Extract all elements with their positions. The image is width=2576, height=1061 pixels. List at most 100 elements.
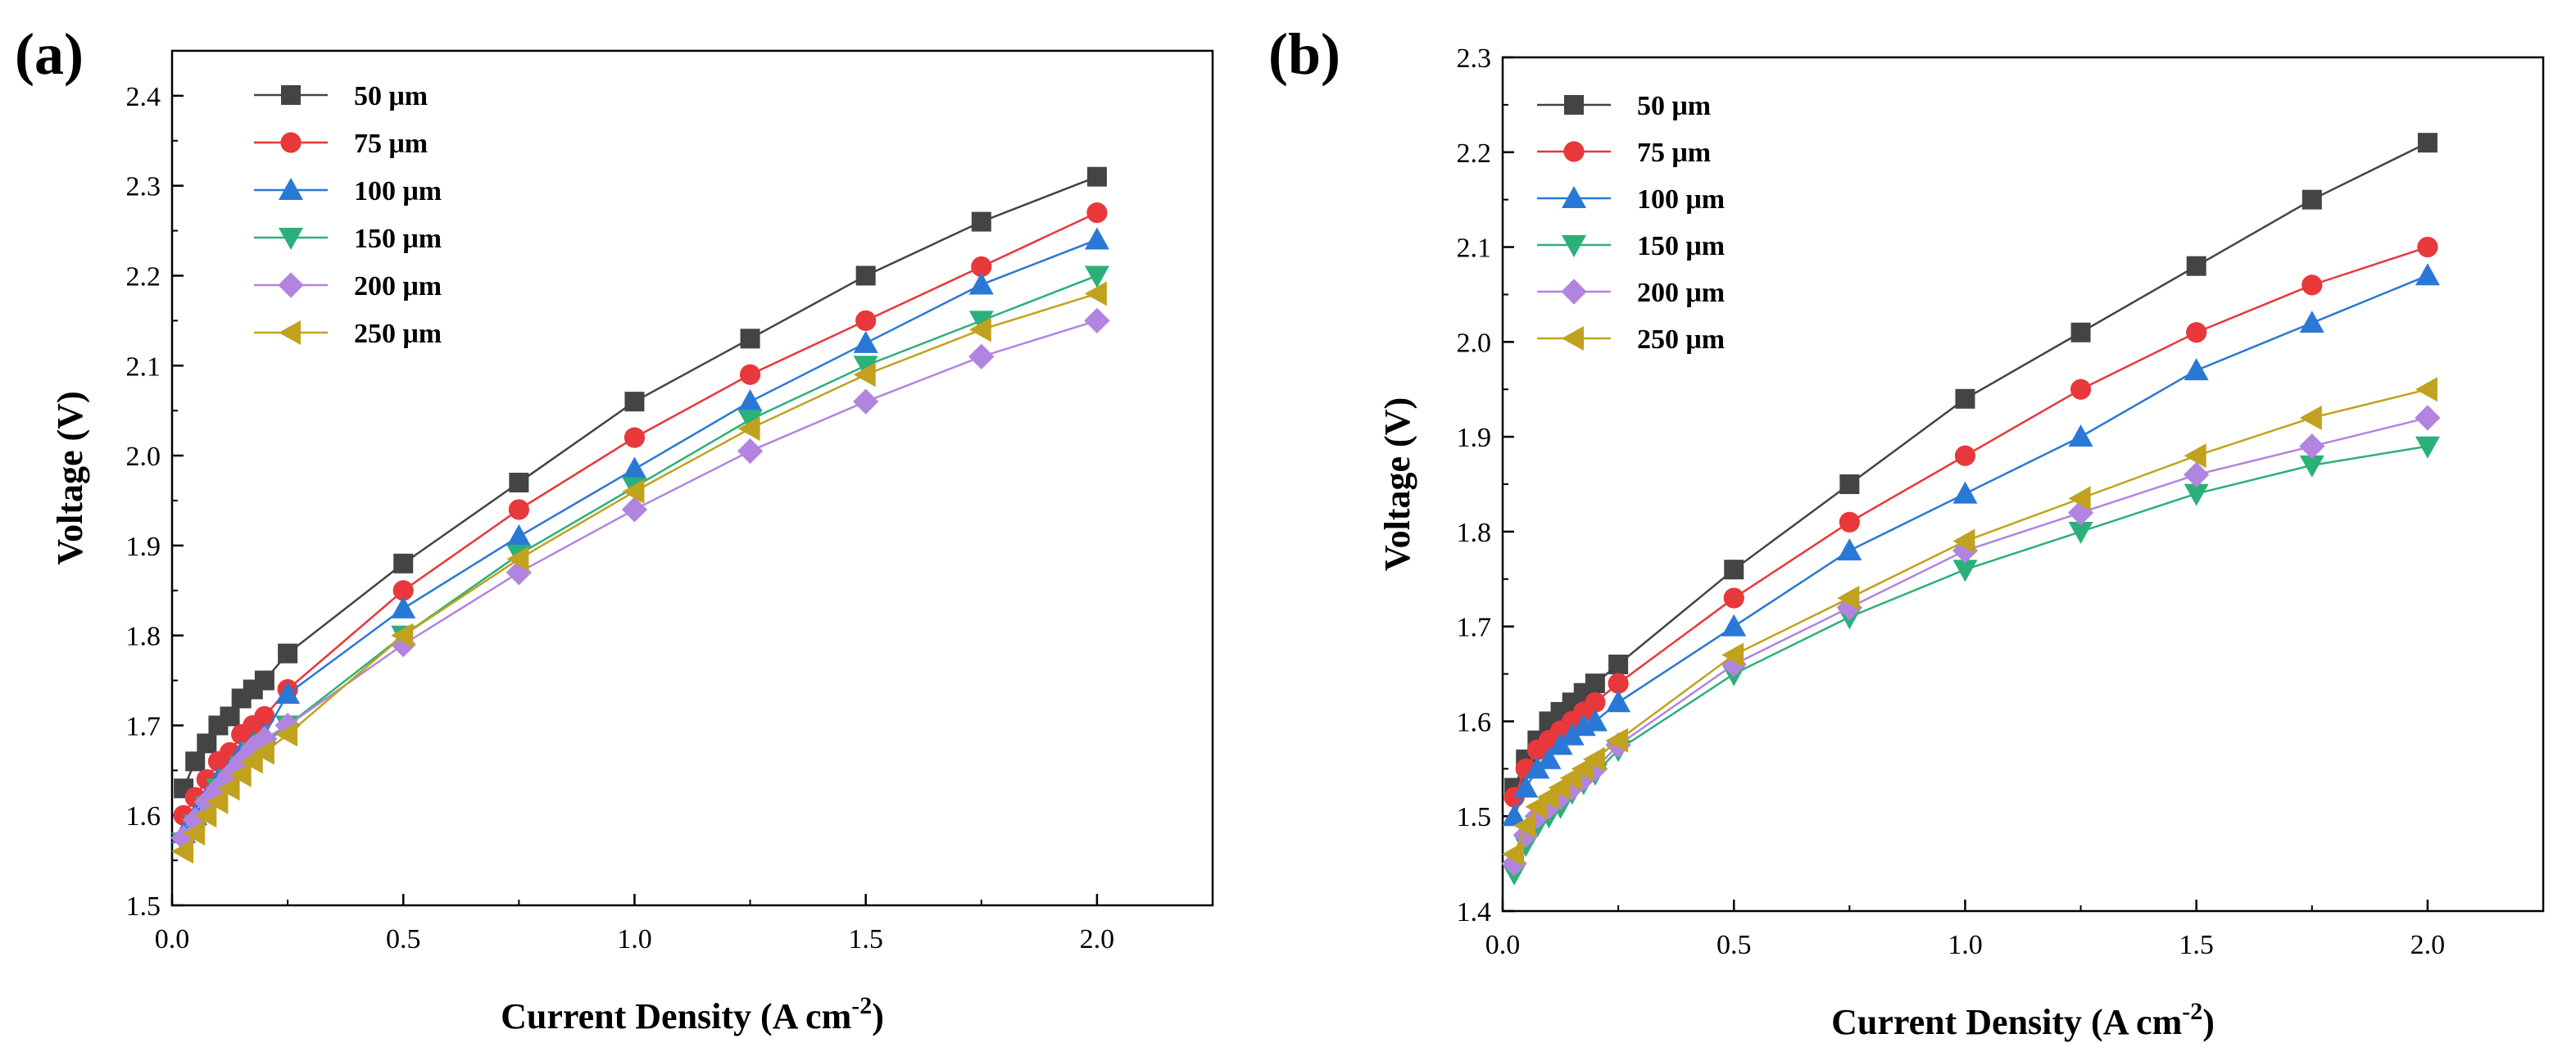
legend-label: 75 μm	[354, 129, 428, 159]
data-point	[2068, 521, 2093, 544]
legend-marker	[281, 85, 301, 105]
data-point	[1837, 585, 1860, 610]
legend-marker	[1562, 235, 1586, 257]
data-point	[1084, 227, 1109, 250]
y-tick-label: 2.1	[126, 351, 161, 382]
data-point	[2184, 483, 2209, 506]
legend-marker	[279, 320, 301, 345]
data-point	[1086, 202, 1108, 224]
data-point	[1502, 804, 1527, 827]
data-point	[391, 623, 414, 648]
data-point	[1839, 511, 1860, 533]
data-point	[1952, 560, 1978, 583]
data-point	[1952, 528, 1975, 554]
data-point	[1513, 775, 1539, 798]
data-point	[1954, 445, 1976, 466]
y-tick-label: 1.9	[126, 532, 161, 562]
x-axis-title-end: )	[872, 996, 884, 1036]
data-point	[2299, 405, 2322, 430]
data-point	[2068, 424, 2093, 447]
data-point	[737, 410, 763, 433]
legend-marker	[279, 228, 303, 250]
legend-marker	[1564, 95, 1584, 115]
chart-a: (a) 0.0 0.5 1.0 1.5 2.0 1.5 1.6 1.7 1.8 1.9 2.0 2.1 2…	[15, 21, 1214, 1036]
series-line	[183, 292, 1098, 852]
series-line	[1512, 416, 2429, 864]
x-tick-label: 1.5	[848, 924, 883, 954]
data-point	[2299, 455, 2324, 478]
y-tick-label: 1.6	[126, 801, 161, 832]
y-tick-label: 1.7	[126, 711, 161, 741]
data-point	[1608, 654, 1629, 674]
data-point	[968, 343, 995, 370]
x-axis-title-main: Current Density (A cm	[501, 996, 851, 1036]
data-point	[2184, 461, 2210, 488]
y-tick-label: 2.4	[126, 82, 161, 112]
legend-marker	[1561, 279, 1587, 305]
x-tick-label: 2.0	[2410, 930, 2446, 960]
data-point	[278, 643, 298, 664]
data-point	[197, 733, 217, 754]
data-point	[740, 329, 760, 349]
data-point	[1955, 388, 1975, 409]
data-point	[390, 632, 416, 658]
x-axis-title: Current Density (A cm-2)	[1831, 998, 2215, 1042]
data-point	[971, 211, 991, 232]
legend-label: 50 μm	[1637, 91, 1711, 121]
x-axis-title-sup: -2	[851, 992, 872, 1019]
data-point	[855, 310, 877, 331]
legend-label: 50 μm	[354, 81, 428, 111]
legend-label: 150 μm	[1637, 231, 1725, 261]
legend-label: 75 μm	[1637, 138, 1711, 168]
y-tick-label: 1.7	[1457, 613, 1492, 643]
data-point	[217, 776, 240, 801]
data-point	[1084, 265, 1109, 288]
data-point	[252, 740, 274, 765]
legend-label: 200 μm	[354, 271, 442, 302]
data-point	[229, 762, 252, 787]
data-point	[2184, 358, 2209, 381]
data-point	[2186, 322, 2207, 343]
data-point	[506, 524, 532, 546]
data-point	[1536, 785, 1559, 810]
legend-label: 250 μm	[1637, 324, 1725, 355]
y-tick-label: 1.8	[126, 622, 161, 652]
data-point	[622, 478, 645, 504]
data-point	[220, 706, 240, 727]
data-point	[194, 803, 217, 828]
data-point	[275, 681, 301, 704]
data-point	[1608, 673, 1629, 694]
legend-label: 200 μm	[1637, 278, 1725, 308]
series	[1501, 405, 2441, 877]
x-tick-label: 1.5	[2179, 930, 2214, 960]
data-point	[2070, 379, 2092, 400]
data-point	[185, 751, 206, 772]
data-point	[853, 388, 879, 415]
data-point	[853, 330, 878, 353]
data-point	[2302, 274, 2323, 296]
x-tick-label: 1.0	[1948, 930, 1983, 960]
data-point	[509, 472, 529, 492]
data-point	[2299, 433, 2325, 460]
x-tick-label: 0.0	[1485, 930, 1521, 960]
legend-marker	[280, 132, 302, 153]
series	[1502, 436, 2440, 886]
legend-marker	[279, 178, 303, 200]
data-point	[206, 789, 229, 814]
x-axis-title: Current Density (A cm-2)	[501, 992, 884, 1036]
data-point	[1536, 746, 1562, 769]
data-point	[739, 364, 761, 385]
data-point	[624, 392, 645, 412]
data-point	[1525, 794, 1548, 819]
data-point	[1502, 841, 1525, 867]
x-tick-label: 0.5	[386, 924, 421, 954]
data-point	[240, 749, 263, 774]
series	[170, 307, 1110, 851]
legend-label: 100 μm	[354, 176, 442, 206]
data-point	[1952, 481, 1978, 504]
data-point	[2068, 486, 2091, 511]
y-tick-label: 1.5	[126, 891, 161, 922]
data-point	[971, 256, 992, 278]
data-point	[853, 356, 878, 379]
data-point	[2415, 263, 2440, 286]
